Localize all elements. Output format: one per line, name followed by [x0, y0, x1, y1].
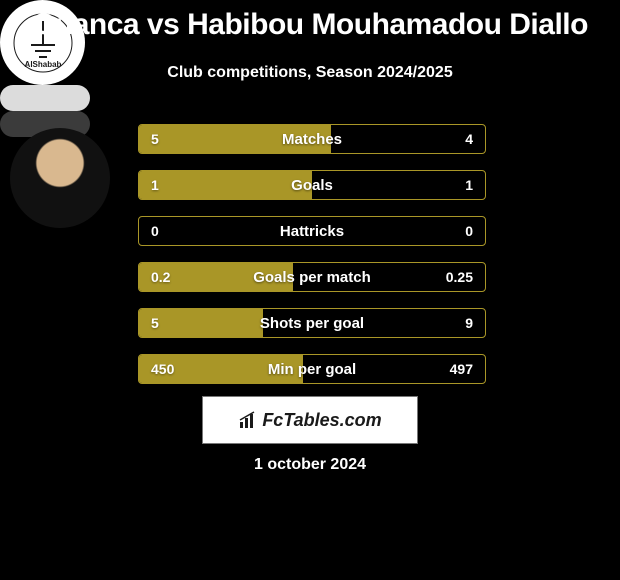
stat-label: Min per goal	[139, 361, 485, 378]
page-title: Guanca vs Habibou Mouhamadou Diallo	[0, 8, 620, 42]
stat-row-goals-per-match: 0.2 Goals per match 0.25	[138, 262, 486, 292]
page-subtitle: Club competitions, Season 2024/2025	[0, 64, 620, 82]
stat-right-value: 9	[465, 315, 473, 331]
brand-label: FcTables.com	[238, 410, 381, 431]
stat-label: Goals per match	[139, 269, 485, 286]
stat-label: Shots per goal	[139, 315, 485, 332]
stat-row-shots-per-goal: 5 Shots per goal 9	[138, 308, 486, 338]
stat-row-goals: 1 Goals 1	[138, 170, 486, 200]
stat-row-hattricks: 0 Hattricks 0	[138, 216, 486, 246]
player-right-pill-1	[0, 85, 90, 111]
stat-right-value: 0	[465, 223, 473, 239]
stat-label: Matches	[139, 131, 485, 148]
stat-row-min-per-goal: 450 Min per goal 497	[138, 354, 486, 384]
stat-right-value: 0.25	[446, 269, 473, 285]
brand-box[interactable]: FcTables.com	[202, 396, 418, 444]
player-left-avatar	[10, 128, 110, 228]
date-label: 1 october 2024	[0, 456, 620, 474]
stat-right-value: 497	[450, 361, 473, 377]
chart-icon	[238, 410, 258, 430]
stat-row-matches: 5 Matches 4	[138, 124, 486, 154]
stat-right-value: 4	[465, 131, 473, 147]
comparison-card: Guanca vs Habibou Mouhamadou Diallo Club…	[0, 0, 620, 580]
stat-right-value: 1	[465, 177, 473, 193]
brand-text: FcTables.com	[262, 410, 381, 431]
stat-label: Goals	[139, 177, 485, 194]
stat-label: Hattricks	[139, 223, 485, 240]
